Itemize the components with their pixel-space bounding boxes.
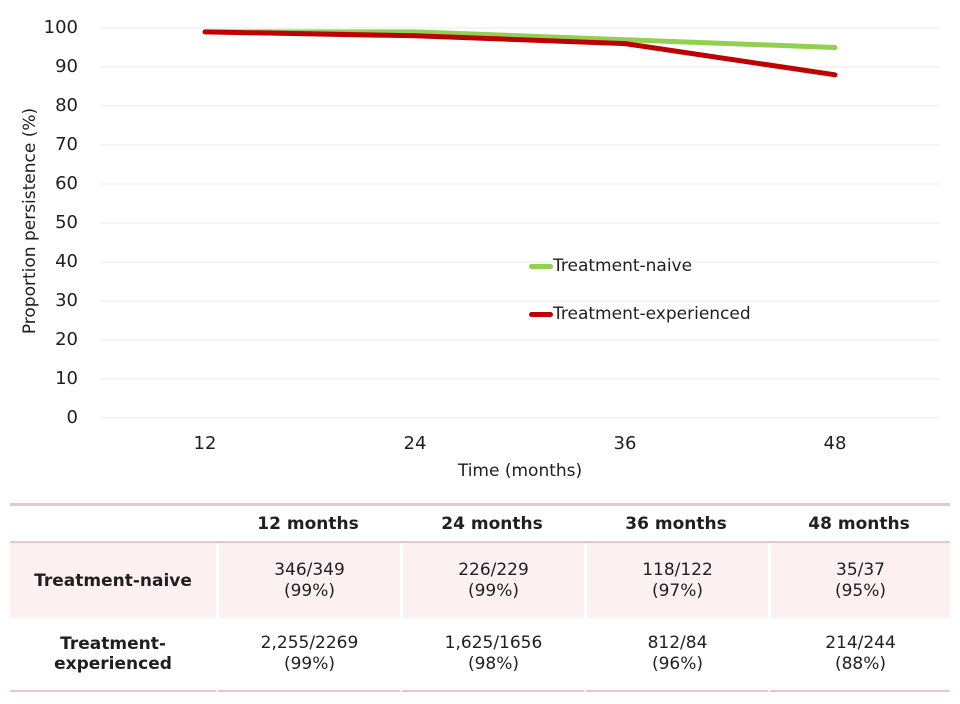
y-tick-label: 90 (55, 56, 78, 77)
row-label: Treatment-naive (10, 543, 216, 618)
table-cell-line: (98%) (467, 654, 520, 674)
y-tick-label: 80 (55, 95, 78, 116)
table-row: Treatment-naive 346/349 (99%) 226/229 (99%) 1… (10, 543, 950, 618)
table-cell-line: 812/84 (647, 633, 708, 653)
column-header: 48 months (768, 503, 950, 543)
y-tick-label: 30 (55, 290, 78, 311)
table-cell: 118/122 (97%) (584, 543, 768, 618)
y-tick-label: 50 (55, 212, 78, 233)
legend-line-swatch (529, 311, 553, 317)
table-cell-line: 226/229 (458, 559, 529, 580)
legend-line-swatch (529, 263, 553, 269)
table-cell-line: (99%) (283, 580, 336, 601)
table-cell-line: (88%) (834, 654, 887, 674)
x-tick-label: 36 (613, 433, 637, 454)
series-line (202, 29, 838, 78)
y-tick-label: 100 (43, 17, 78, 38)
y-tick-label: 70 (55, 134, 78, 155)
table-cell-line: (97%) (651, 580, 704, 601)
legend-item: Treatment-naive (529, 254, 692, 278)
legend-label: Treatment-naive (553, 256, 693, 276)
legend-item: Treatment-experienced (529, 302, 751, 326)
persistence-table-wrap: 12 months 24 months 36 months 48 months Tre… (10, 503, 950, 692)
table-cell: 346/349 (99%) (216, 543, 400, 618)
table-cell: 812/84 (96%) (584, 618, 768, 692)
table-cell-line: 2,255/2269 (260, 633, 359, 653)
y-tick-label: 60 (55, 173, 78, 194)
x-axis-title: Time (months) (457, 461, 583, 481)
table-cell: 1,625/1656 (98%) (400, 618, 584, 692)
y-tick-label: 10 (55, 368, 78, 389)
table-cell-line: 35/37 (836, 559, 885, 580)
table-header-row: 12 months 24 months 36 months 48 months (10, 503, 950, 543)
x-tick-label: 24 (403, 433, 427, 454)
table-cell: 214/244 (88%) (768, 618, 950, 692)
table-cell: 35/37 (95%) (768, 543, 950, 618)
table-cell-line: 1,625/1656 (444, 633, 543, 653)
table-cell-line: 214/244 (825, 633, 896, 653)
table-cell-line: (99%) (283, 654, 336, 674)
x-tick-label: 12 (193, 433, 217, 454)
persistence-table: 12 months 24 months 36 months 48 months Tre… (10, 503, 950, 692)
table-cell-line: 346/349 (274, 559, 345, 580)
table-row: Treatment-experienced 2,255/2269 (99%) 1,62… (10, 618, 950, 692)
column-header: 12 months (216, 503, 400, 543)
y-tick-label: 20 (55, 329, 78, 350)
table-cell-line: (99%) (467, 580, 520, 601)
legend-label: Treatment-experienced (553, 304, 751, 324)
table-cell: 226/229 (99%) (400, 543, 584, 618)
table-cell-line: (95%) (834, 580, 887, 601)
column-header: 36 months (584, 503, 768, 543)
persistence-line-chart: Proportion persistence (%) 0 10 20 30 40 50 60… (20, 17, 940, 481)
y-tick-label: 40 (55, 251, 78, 272)
table-body: Treatment-naive 346/349 (99%) 226/229 (99%) 1… (10, 543, 950, 692)
table-cell: 2,255/2269 (99%) (216, 618, 400, 692)
plot-area (100, 27, 940, 419)
x-tick-label: 48 (823, 433, 847, 454)
table-cell-line: 118/122 (642, 559, 713, 580)
y-tick-label: 0 (66, 407, 78, 428)
row-label: Treatment-experienced (10, 618, 216, 692)
column-header: 24 months (400, 503, 584, 543)
table-cell-line: (96%) (651, 654, 704, 674)
column-header (10, 503, 216, 543)
